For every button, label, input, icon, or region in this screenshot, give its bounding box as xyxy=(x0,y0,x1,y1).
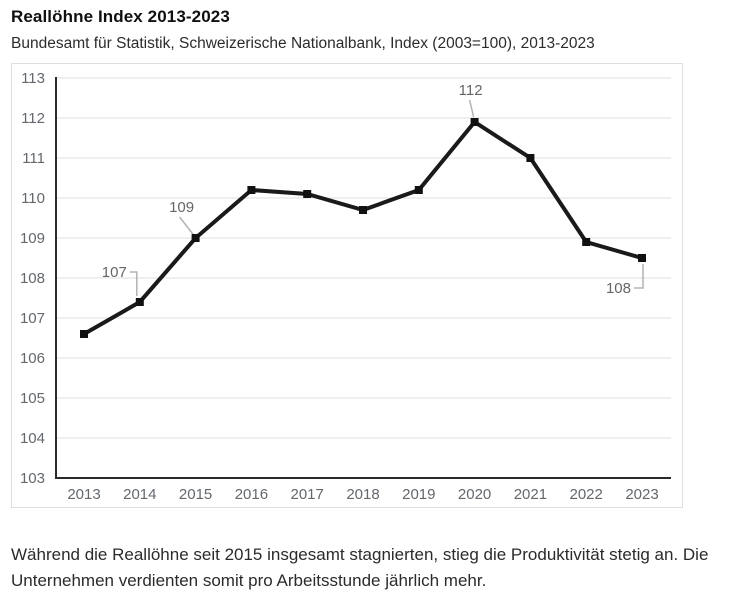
annotation-label: 109 xyxy=(169,199,194,216)
data-point-2015 xyxy=(191,234,200,242)
chart-svg: 103 104 105 106 107 108 109 110 111 112 113 2013 201… xyxy=(20,70,671,503)
y-tick-label: 106 xyxy=(20,350,45,367)
annotation-label: 108 xyxy=(606,280,631,297)
chart-commentary: Während die Reallöhne seit 2015 insgesam… xyxy=(11,545,709,590)
data-point-2022 xyxy=(582,238,591,246)
y-tick-label: 112 xyxy=(21,110,45,127)
data-point-2021 xyxy=(526,154,535,162)
x-tick-label: 2015 xyxy=(179,486,212,503)
data-point-2018 xyxy=(359,206,367,214)
x-tick-label: 2019 xyxy=(402,486,435,503)
x-tick-label: 2021 xyxy=(514,486,547,503)
x-tick-label: 2016 xyxy=(235,486,268,503)
annotation-label: 107 xyxy=(102,264,127,281)
y-tick-label: 113 xyxy=(21,70,45,87)
y-tick-label: 108 xyxy=(20,270,45,287)
x-tick-label: 2017 xyxy=(291,486,324,503)
annotation-connector xyxy=(634,264,644,289)
x-tick-label: 2014 xyxy=(123,486,156,503)
x-tick-label: 2020 xyxy=(458,486,491,503)
y-tick-label: 107 xyxy=(20,310,45,327)
data-point-2020 xyxy=(470,118,479,126)
x-tick-label: 2023 xyxy=(625,486,658,503)
trend-line xyxy=(82,119,644,336)
y-tick-label: 104 xyxy=(20,430,45,447)
data-point-2017 xyxy=(303,190,312,198)
x-tick-label: 2013 xyxy=(67,486,100,503)
annotation-connector xyxy=(179,216,195,236)
y-tick-label: 111 xyxy=(22,150,45,167)
x-tick-label: 2022 xyxy=(570,486,603,503)
annotation-label: 112 xyxy=(459,82,483,99)
data-point-2023 xyxy=(638,254,646,262)
annotation-connector xyxy=(129,271,138,296)
data-point-2013 xyxy=(80,330,88,338)
y-tick-label: 105 xyxy=(20,390,45,407)
y-tick-label: 109 xyxy=(20,230,45,247)
chart-frame: 103 104 105 106 107 108 109 110 111 112 113 2013 201… xyxy=(11,63,683,508)
data-point-2016 xyxy=(247,186,256,194)
annotation-connector xyxy=(468,99,475,118)
x-tick-label: 2018 xyxy=(346,486,379,503)
y-tick-label: 103 xyxy=(20,470,45,487)
y-tick-label: 110 xyxy=(21,190,45,207)
chart-source-subtitle: Bundesamt für Statistik, Schweizerische … xyxy=(11,35,595,52)
data-point-2014 xyxy=(135,298,144,306)
data-point-2019 xyxy=(414,186,423,194)
chart-title: Reallöhne Index 2013-2023 xyxy=(11,7,230,26)
